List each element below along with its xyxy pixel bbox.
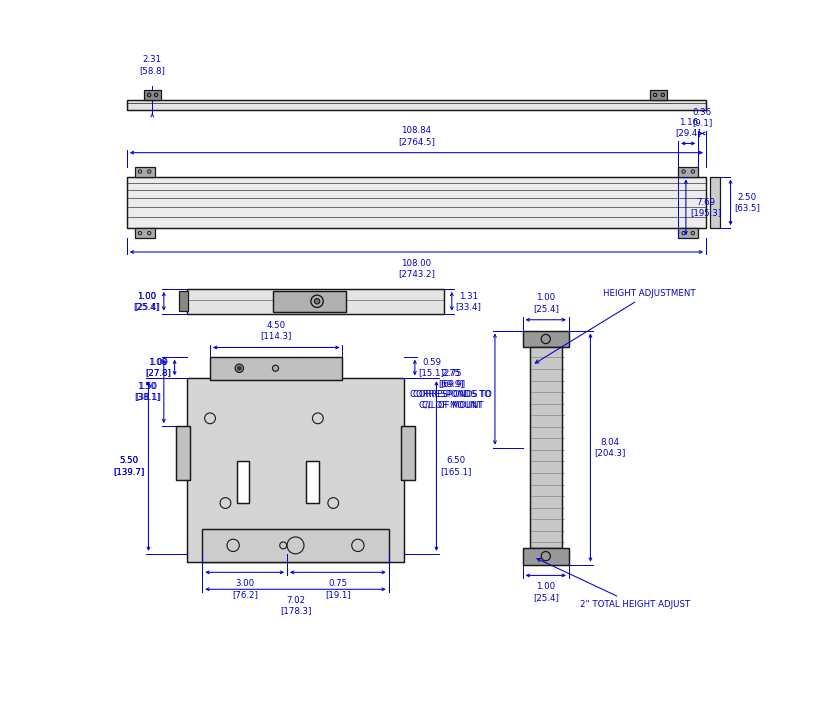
Text: 2" TOTAL HEIGHT ADJUST: 2" TOTAL HEIGHT ADJUST xyxy=(537,558,690,609)
Text: 6.50
[165.1]: 6.50 [165.1] xyxy=(440,456,471,476)
Bar xyxy=(127,176,706,228)
Bar xyxy=(210,357,343,380)
Text: 108.00
[2743.2]: 108.00 [2743.2] xyxy=(398,259,435,278)
Text: 0.75
[19.1]: 0.75 [19.1] xyxy=(325,579,351,598)
Bar xyxy=(127,99,706,111)
Circle shape xyxy=(314,298,320,304)
Text: 1.09
[27.8]: 1.09 [27.8] xyxy=(146,358,172,377)
Bar xyxy=(237,461,249,503)
Bar xyxy=(530,348,562,548)
Text: 1.31
[33.4]: 1.31 [33.4] xyxy=(456,291,482,311)
Circle shape xyxy=(235,364,243,373)
Bar xyxy=(678,228,698,238)
Bar xyxy=(274,291,346,312)
Bar xyxy=(401,426,415,480)
Circle shape xyxy=(238,366,241,370)
Text: 1.50
[38.1]: 1.50 [38.1] xyxy=(134,382,160,401)
Bar xyxy=(530,348,562,548)
Text: 0.59
[15.1]: 0.59 [15.1] xyxy=(418,358,444,377)
Text: 7.69
[195.3]: 7.69 [195.3] xyxy=(690,198,722,217)
Bar xyxy=(523,548,569,565)
Bar xyxy=(187,289,444,313)
Text: 2.31
[58.8]: 2.31 [58.8] xyxy=(139,56,165,75)
Text: 108.84
[2764.5]: 108.84 [2764.5] xyxy=(398,126,435,146)
Bar xyxy=(176,426,190,480)
Bar xyxy=(523,331,569,348)
Bar xyxy=(523,331,569,348)
Text: 1.50
[38.1]: 1.50 [38.1] xyxy=(135,382,160,401)
Bar xyxy=(187,378,404,561)
Bar xyxy=(179,291,189,311)
Text: 5.50
[139.7]: 5.50 [139.7] xyxy=(113,456,145,476)
Bar xyxy=(306,461,318,503)
Bar xyxy=(144,90,160,99)
Bar xyxy=(127,99,706,111)
Bar xyxy=(306,461,318,503)
Text: 3.00
[76.2]: 3.00 [76.2] xyxy=(232,579,258,598)
Text: 2.75
[69.9]
CORRESPONDS TO
C/L OF MOUNT: 2.75 [69.9] CORRESPONDS TO C/L OF MOUNT xyxy=(410,369,491,409)
Bar xyxy=(678,166,698,176)
Bar xyxy=(203,529,388,561)
Text: 5.50
[139.7]: 5.50 [139.7] xyxy=(113,456,145,476)
Bar xyxy=(523,548,569,565)
Bar xyxy=(274,291,346,312)
Text: 1.00
[25.4]: 1.00 [25.4] xyxy=(133,291,160,311)
Text: 1.00
[25.4]: 1.00 [25.4] xyxy=(134,291,160,311)
Bar xyxy=(176,426,190,480)
Text: HEIGHT ADJUSTMENT: HEIGHT ADJUSTMENT xyxy=(536,289,695,363)
Bar xyxy=(203,529,388,561)
Text: 1.00
[25.4]: 1.00 [25.4] xyxy=(533,293,558,313)
Text: 1.16
[29.4]: 1.16 [29.4] xyxy=(676,118,701,137)
Text: 7.02
[178.3]: 7.02 [178.3] xyxy=(280,596,311,615)
Bar xyxy=(134,228,155,238)
Text: 2.75
[69.9]
CORRESPONDS TO
C/L OF MOUNT: 2.75 [69.9] CORRESPONDS TO C/L OF MOUNT xyxy=(413,369,492,409)
Bar xyxy=(127,176,706,228)
Bar xyxy=(710,176,720,228)
Text: 8.04
[204.3]: 8.04 [204.3] xyxy=(594,438,626,457)
Text: 0.36
[9.1]: 0.36 [9.1] xyxy=(692,108,712,127)
Bar xyxy=(134,166,155,176)
Text: 2.50
[63.5]: 2.50 [63.5] xyxy=(734,193,760,212)
Bar xyxy=(650,90,667,99)
Text: 1.09
[27.8]: 1.09 [27.8] xyxy=(145,358,171,377)
Circle shape xyxy=(273,365,278,371)
Bar xyxy=(187,378,404,561)
Bar xyxy=(401,426,415,480)
Bar xyxy=(210,357,343,380)
Text: 1.00
[25.4]: 1.00 [25.4] xyxy=(533,583,558,602)
Bar xyxy=(187,289,444,313)
Bar xyxy=(237,461,249,503)
Text: 4.50
[114.3]: 4.50 [114.3] xyxy=(260,321,292,341)
